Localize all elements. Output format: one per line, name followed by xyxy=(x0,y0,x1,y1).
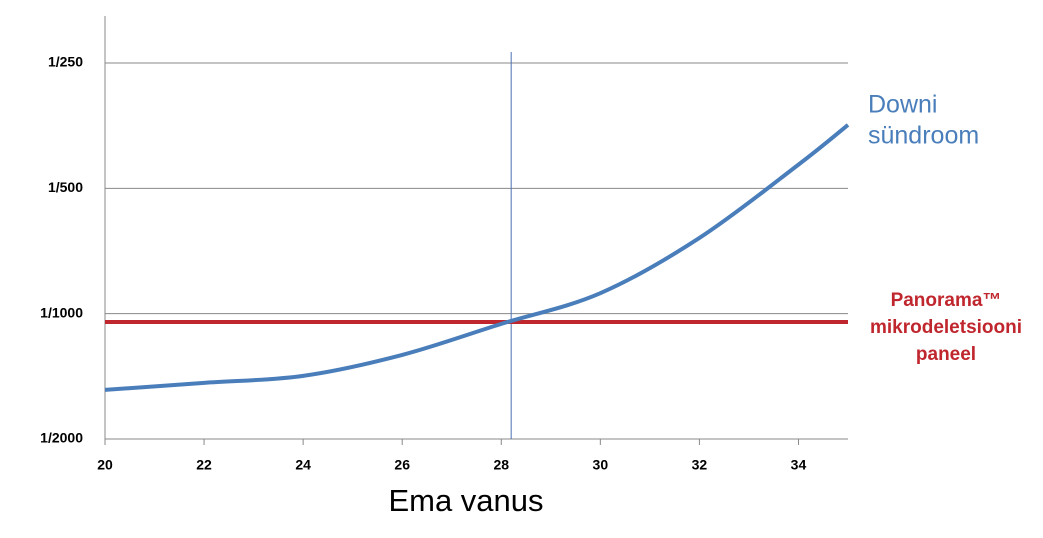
y-tick-label: 1/1000 xyxy=(40,304,83,320)
x-tick-label: 28 xyxy=(493,457,509,473)
y-tick-label: 1/250 xyxy=(48,54,83,70)
x-tick-label: 24 xyxy=(295,457,311,473)
x-tick-label: 34 xyxy=(791,457,807,473)
x-tick-label: 26 xyxy=(394,457,410,473)
series-label: Downi xyxy=(868,91,937,119)
x-axis-label: Ema vanus xyxy=(388,483,543,518)
x-tick-label: 20 xyxy=(97,457,113,473)
series-line xyxy=(104,123,850,392)
series-label: sündroom xyxy=(868,122,979,150)
x-tick-label: 32 xyxy=(692,457,708,473)
x-tick-label: 22 xyxy=(196,457,212,473)
y-tick-label: 1/2000 xyxy=(40,430,83,446)
reference-label: Panorama™ xyxy=(891,290,1002,311)
reference-label: mikrodeletsiooni xyxy=(870,317,1022,338)
reference-label: paneel xyxy=(916,344,976,365)
x-tick-label: 30 xyxy=(593,457,609,473)
y-tick-label: 1/500 xyxy=(48,179,83,195)
